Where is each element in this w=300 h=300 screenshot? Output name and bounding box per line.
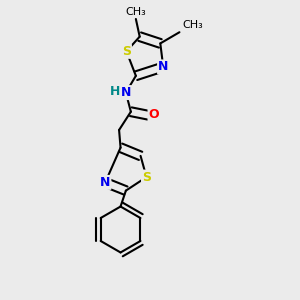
Text: CH₃: CH₃ — [125, 7, 146, 16]
Text: N: N — [158, 61, 168, 74]
Text: S: S — [142, 171, 151, 184]
Text: N: N — [100, 176, 110, 189]
Text: N: N — [121, 86, 131, 99]
Text: CH₃: CH₃ — [182, 20, 203, 30]
Text: S: S — [122, 45, 131, 58]
Text: O: O — [148, 108, 159, 121]
Text: H: H — [110, 85, 120, 98]
